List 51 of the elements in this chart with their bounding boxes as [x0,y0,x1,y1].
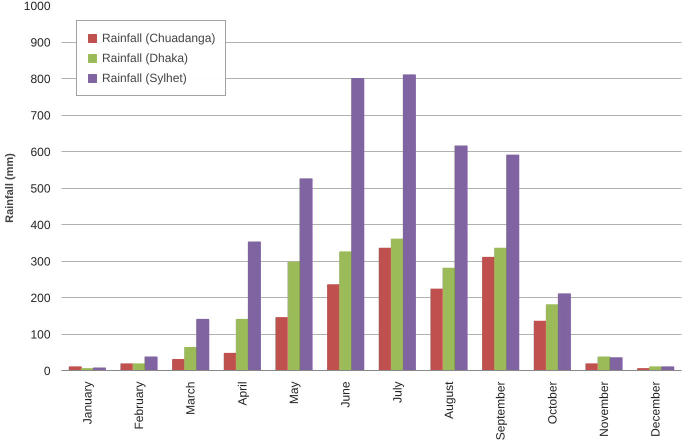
x-tick-label: March [184,381,198,415]
bar [610,357,623,370]
x-tick-label: December [648,381,663,437]
bar [144,356,158,370]
y-tick-label: 400 [30,218,51,232]
y-tick-label: 900 [30,36,51,50]
y-tick-label: 500 [30,182,51,196]
x-tick-label: November [597,381,611,437]
bar [442,268,456,370]
y-tick-label: 200 [30,291,51,305]
x-tick-label: February [132,381,146,430]
y-tick-label: 1000 [24,0,51,13]
x-tick-label: August [442,380,456,419]
x-tick-label: May [287,382,301,404]
bar [454,146,468,370]
y-tick-label: 600 [30,145,51,159]
bar [558,293,571,370]
y-tick-label: 800 [30,72,51,86]
x-tick-label: October [545,381,560,424]
x-tick-label: January [80,381,94,424]
x-tick-label: June [338,381,353,408]
y-tick-label: 700 [30,108,51,122]
bar [390,238,404,370]
y-axis-title: Rainfall (mm) [4,152,16,223]
bar [327,284,340,370]
x-tick-label: July [390,381,404,403]
bar [339,251,352,370]
bar [196,318,210,370]
bar [430,288,444,370]
bar [248,242,261,370]
bar [402,74,416,370]
legend-label: Rainfall (Sylhet) [102,71,187,85]
bar [300,178,313,370]
y-tick-label: 300 [30,254,51,268]
bar [494,248,508,370]
bar [275,317,288,370]
bar [534,320,547,370]
bar [236,318,249,370]
bar [546,304,559,370]
bar [351,78,364,370]
legend-label: Rainfall (Dhaka) [102,51,188,65]
x-tick-label: April [235,381,250,406]
bar [184,347,198,370]
bar [287,262,301,370]
y-tick-label: 100 [30,328,51,342]
legend-label: Rainfall (Chuadanga) [102,31,216,45]
bar [506,154,520,370]
y-tick-label: 0 [44,364,51,378]
x-tick-label: September [494,381,508,440]
bar [378,248,392,370]
bar [482,256,496,370]
